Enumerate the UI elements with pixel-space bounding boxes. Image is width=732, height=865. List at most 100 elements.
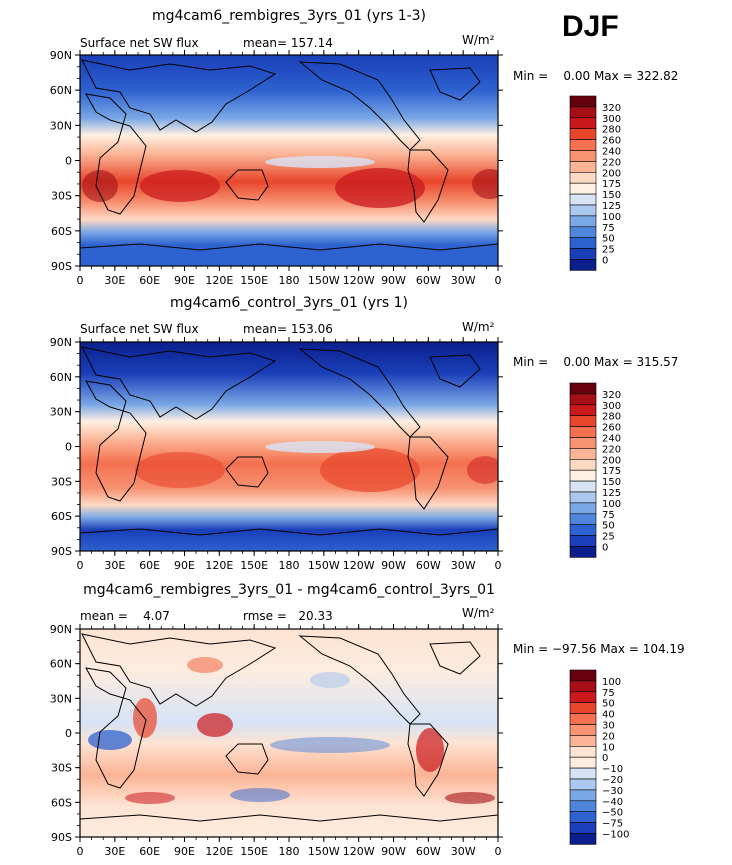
lon-tick-label: 120E: [205, 845, 233, 858]
lon-tick-label: 120E: [205, 274, 233, 287]
colorbar-label: 280: [602, 412, 621, 423]
colorbar-label: 320: [602, 103, 621, 114]
lon-tick-label: 60E: [139, 559, 160, 572]
colorbar-label: 200: [602, 168, 621, 179]
lon-tick-label: 60W: [416, 274, 441, 287]
panel-1-coastlines: [80, 59, 498, 251]
lon-tick-label: 150W: [308, 274, 340, 287]
colorbar-label: 260: [602, 136, 621, 147]
lon-tick-label: 30E: [104, 274, 125, 287]
lon-tick-label: 0: [77, 274, 84, 287]
colorbar-label: 10: [602, 742, 615, 753]
panel-3-coastlines: [80, 633, 498, 822]
lon-tick-label: 150E: [240, 274, 268, 287]
lon-tick-label: 0: [77, 559, 84, 572]
lon-tick-label: 60E: [139, 274, 160, 287]
colorbar-swatch: [569, 161, 597, 173]
colorbar-label: 260: [602, 423, 621, 434]
lat-tick-label: 60N: [50, 658, 72, 671]
lat-tick-label: 30N: [50, 406, 72, 419]
colorbar-label: −20: [602, 775, 623, 786]
colorbar-label: 125: [602, 201, 621, 212]
colorbar-swatch: [569, 767, 597, 780]
colorbar-swatch: [569, 713, 597, 725]
lon-tick-label: 120W: [343, 845, 375, 858]
colorbar-swatch: [569, 215, 597, 228]
lon-tick-label: 180: [279, 559, 300, 572]
colorbar-label: 125: [602, 488, 621, 499]
colorbar-swatch: [569, 226, 597, 239]
colorbar-swatch: [569, 778, 597, 791]
colorbar-swatch: [569, 724, 597, 736]
colorbar-label: 175: [602, 466, 621, 477]
panel-2-map-field: [80, 342, 498, 551]
colorbar-label: 300: [602, 114, 621, 125]
colorbar-label: 50: [602, 699, 615, 710]
lat-tick-label: 90N: [50, 49, 72, 62]
lon-tick-label: 30W: [451, 845, 476, 858]
colorbar-swatch: [569, 789, 597, 802]
lat-tick-label: 90N: [50, 623, 72, 636]
colorbar-label: 320: [602, 390, 621, 401]
colorbar-swatch: [569, 735, 597, 747]
colorbar-swatch: [569, 800, 597, 812]
colorbar-label: 40: [602, 710, 615, 721]
lon-tick-label: 30E: [104, 845, 125, 858]
season-label: DJF: [562, 10, 619, 43]
panel-3-minmax: Min = −97.56 Max = 104.19: [513, 642, 685, 656]
lat-tick-label: 60S: [51, 796, 72, 809]
colorbar-label: 240: [602, 147, 621, 158]
colorbar-label: −30: [602, 786, 623, 797]
colorbar-swatch: [569, 128, 597, 140]
lon-tick-label: 180: [279, 274, 300, 287]
colorbar-swatch: [569, 193, 597, 206]
colorbar-label: 300: [602, 401, 621, 412]
colorbar-swatch: [569, 822, 597, 834]
lon-tick-label: 90W: [381, 274, 406, 287]
lon-tick-label: 150E: [240, 559, 268, 572]
panel-2-title: mg4cam6_control_3yrs_01 (yrs 1): [170, 295, 408, 311]
colorbar-swatch: [569, 382, 597, 395]
colorbar-label: 20: [602, 731, 615, 742]
colorbar-swatch: [569, 702, 597, 714]
lat-tick-label: 60S: [51, 510, 72, 523]
colorbar-label: 100: [602, 212, 621, 223]
lon-tick-label: 150W: [308, 845, 340, 858]
colorbar-swatch: [569, 680, 597, 693]
lon-tick-label: 120E: [205, 559, 233, 572]
colorbar-swatch: [569, 811, 597, 823]
lat-tick-label: 30S: [51, 190, 72, 203]
colorbar-label: 100: [602, 677, 621, 688]
colorbar-label: 220: [602, 157, 621, 168]
lon-tick-label: 0: [495, 845, 502, 858]
colorbar-swatch: [569, 204, 597, 217]
lon-tick-label: 60E: [139, 845, 160, 858]
colorbar-label: 75: [602, 223, 615, 234]
lon-tick-label: 90W: [381, 559, 406, 572]
colorbar-swatch: [569, 117, 597, 130]
colorbar-swatch: [569, 404, 597, 416]
panel-3-map-field: [80, 629, 498, 837]
colorbar-swatch: [569, 480, 597, 493]
lat-tick-label: 90S: [51, 260, 72, 273]
lon-tick-label: 90W: [381, 845, 406, 858]
colorbar-swatch: [569, 535, 597, 547]
colorbar-label: 200: [602, 455, 621, 466]
colorbar-label: 25: [602, 245, 615, 256]
colorbar-swatch: [569, 139, 597, 151]
panel-3-unit: W/m²: [462, 606, 495, 620]
lat-tick-label: 0: [65, 441, 72, 454]
panel-2-mean: mean= 153.06: [243, 322, 333, 336]
panel-1-map-field: [80, 55, 498, 266]
colorbar-label: −75: [602, 819, 623, 830]
lon-tick-label: 30E: [104, 559, 125, 572]
lon-tick-label: 150E: [240, 845, 268, 858]
lon-tick-label: 180: [279, 845, 300, 858]
colorbar-swatch: [569, 448, 597, 460]
panel-3-mean: mean = 4.07: [80, 609, 170, 623]
colorbar-swatch: [569, 182, 597, 195]
